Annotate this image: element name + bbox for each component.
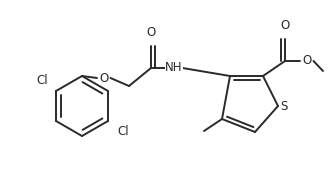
Text: Cl: Cl bbox=[117, 125, 129, 138]
Text: O: O bbox=[99, 72, 109, 84]
Text: O: O bbox=[147, 26, 156, 39]
Text: Cl: Cl bbox=[36, 74, 48, 87]
Text: S: S bbox=[280, 100, 287, 112]
Text: NH: NH bbox=[165, 61, 183, 75]
Text: O: O bbox=[302, 54, 312, 68]
Text: O: O bbox=[280, 19, 290, 32]
